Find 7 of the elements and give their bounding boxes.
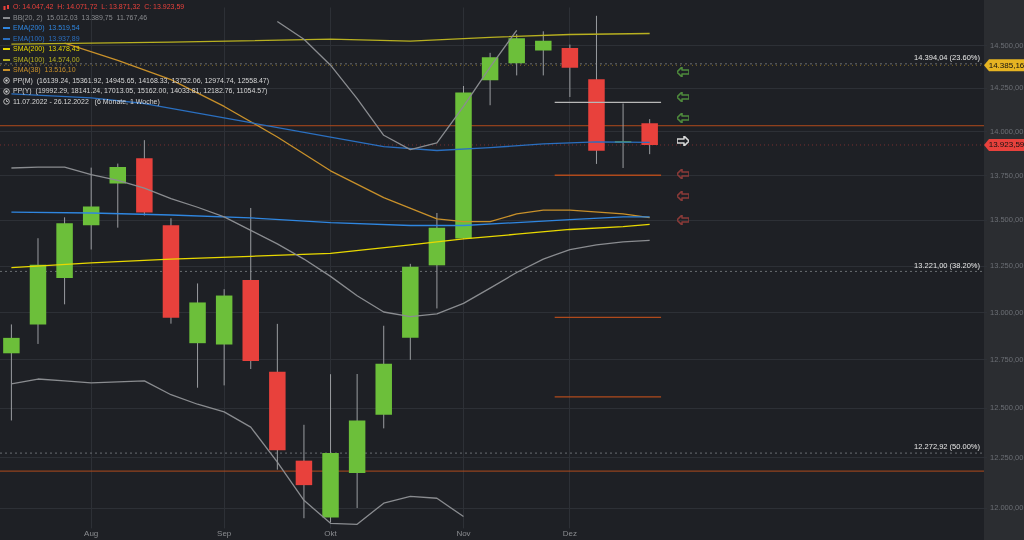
x-tick-label: Okt — [324, 529, 338, 539]
ref-line-label: 13.923,59 — [988, 140, 1024, 150]
x-tick-label: Sep — [217, 529, 232, 539]
x-tick-label: Dez — [562, 529, 577, 539]
ref-line-label: 14.385,16 — [988, 60, 1024, 70]
x-tick-label: Aug — [84, 529, 99, 539]
x-tick-label: Nov — [456, 529, 471, 539]
